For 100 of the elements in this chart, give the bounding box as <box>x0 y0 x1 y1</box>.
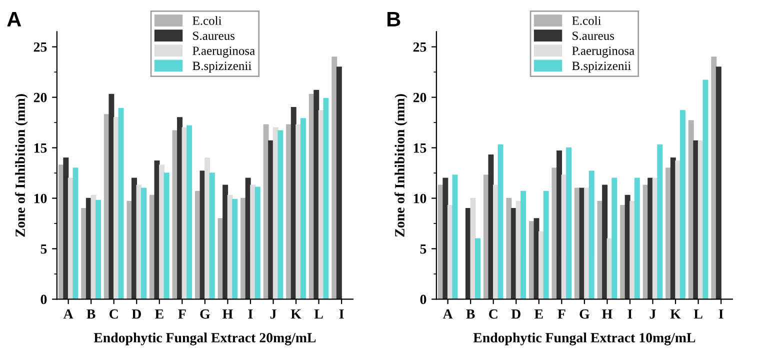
y-tick-label: 25 <box>34 42 47 52</box>
bar <box>510 208 516 300</box>
x-tick-label: K <box>290 309 302 319</box>
bar <box>498 144 504 300</box>
bar <box>693 140 699 300</box>
x-tick-label: G <box>200 309 210 319</box>
bar <box>240 198 246 300</box>
y-tick-label: 0 <box>40 294 47 304</box>
bar <box>250 184 256 300</box>
y-axis-title: Zone of Inhibition (mm) <box>394 94 408 237</box>
bar <box>612 178 618 300</box>
y-tick-label: 10 <box>34 194 47 204</box>
bar <box>675 160 681 300</box>
bar <box>711 56 717 300</box>
x-tick-label: C <box>110 309 118 319</box>
bar <box>493 184 498 300</box>
bar <box>657 144 663 300</box>
bar <box>566 147 572 300</box>
bar <box>574 188 580 300</box>
bar <box>543 190 549 300</box>
legend-label: P.aeruginosa <box>192 46 255 58</box>
bar <box>538 231 544 300</box>
x-tick-label: B <box>86 309 96 319</box>
x-tick-label: K <box>670 309 681 319</box>
bar <box>552 168 558 300</box>
legend-label: B.spizizenii <box>572 62 631 73</box>
x-tick-label: H <box>222 309 233 319</box>
bar <box>584 188 590 300</box>
x-tick-label: E <box>154 309 164 319</box>
bar <box>528 221 534 300</box>
x-tick-label: B <box>466 309 475 319</box>
y-tick-label: 0 <box>420 294 426 304</box>
bar <box>314 90 320 300</box>
bar <box>164 172 170 300</box>
bar <box>336 66 342 300</box>
x-tick-label: I <box>628 309 632 319</box>
x-tick-label: D <box>511 309 520 319</box>
x-axis-title: Endophytic Fungal Extract 10mg/mL <box>473 332 696 346</box>
bar <box>63 158 69 300</box>
x-tick-label: G <box>580 309 590 319</box>
bar <box>634 178 640 300</box>
x-tick-label: C <box>489 309 498 319</box>
bar <box>141 188 147 300</box>
x-tick-label: J <box>270 309 276 319</box>
bar <box>602 184 608 300</box>
bar <box>159 164 165 300</box>
x-tick-label: A <box>63 309 74 319</box>
bar <box>680 110 686 300</box>
bar <box>172 130 178 300</box>
bar <box>442 178 448 300</box>
x-tick-label: F <box>178 309 186 319</box>
legend-label: S.aureus <box>572 32 614 40</box>
bar <box>286 124 292 300</box>
y-tick-label: 5 <box>40 244 47 254</box>
legend-label: E.coli <box>192 16 222 25</box>
bar <box>506 198 512 300</box>
y-tick-label: 15 <box>414 143 426 153</box>
x-tick-label: L <box>314 309 323 319</box>
x-axis-title: Endophytic Fungal Extract 20mg/mL <box>94 332 316 346</box>
bar <box>300 118 306 300</box>
x-tick-label: I <box>718 309 724 319</box>
bar <box>118 108 124 300</box>
bar <box>588 170 594 300</box>
bar <box>296 124 302 300</box>
bar <box>177 117 183 300</box>
y-axis-title: Zone of Inhibition (mm) <box>15 94 28 237</box>
bar <box>470 198 476 300</box>
x-tick-label: I <box>248 309 253 319</box>
y-tick-label: 20 <box>34 92 47 102</box>
bar <box>268 140 274 300</box>
bar <box>149 194 155 300</box>
x-tick-label: L <box>694 309 702 319</box>
bar <box>186 125 192 300</box>
bar <box>72 168 78 300</box>
bar <box>630 200 636 300</box>
y-tick-label: 20 <box>413 92 426 102</box>
bar <box>278 130 284 300</box>
y-tick-label: 5 <box>420 244 426 254</box>
legend-label: P.aeruginosa <box>572 46 634 58</box>
bar <box>488 154 494 300</box>
x-tick-label: D <box>132 309 141 319</box>
bar <box>452 174 458 300</box>
bar <box>702 80 708 300</box>
bar <box>323 98 329 300</box>
chart-title: A <box>7 12 22 26</box>
bar <box>96 200 101 300</box>
y-tick-label: 15 <box>34 143 47 153</box>
x-tick-label: J <box>650 309 656 319</box>
x-tick-label: E <box>534 309 543 319</box>
bar <box>332 56 338 300</box>
bar <box>222 184 228 300</box>
legend-label: E.coli <box>572 16 602 25</box>
x-tick-label: H <box>602 309 612 319</box>
bar <box>520 190 526 300</box>
bar <box>195 190 200 300</box>
bar <box>475 238 480 300</box>
bar <box>620 204 626 300</box>
y-tick-label: 10 <box>414 194 426 204</box>
bar <box>204 158 210 300</box>
bar <box>716 66 722 300</box>
